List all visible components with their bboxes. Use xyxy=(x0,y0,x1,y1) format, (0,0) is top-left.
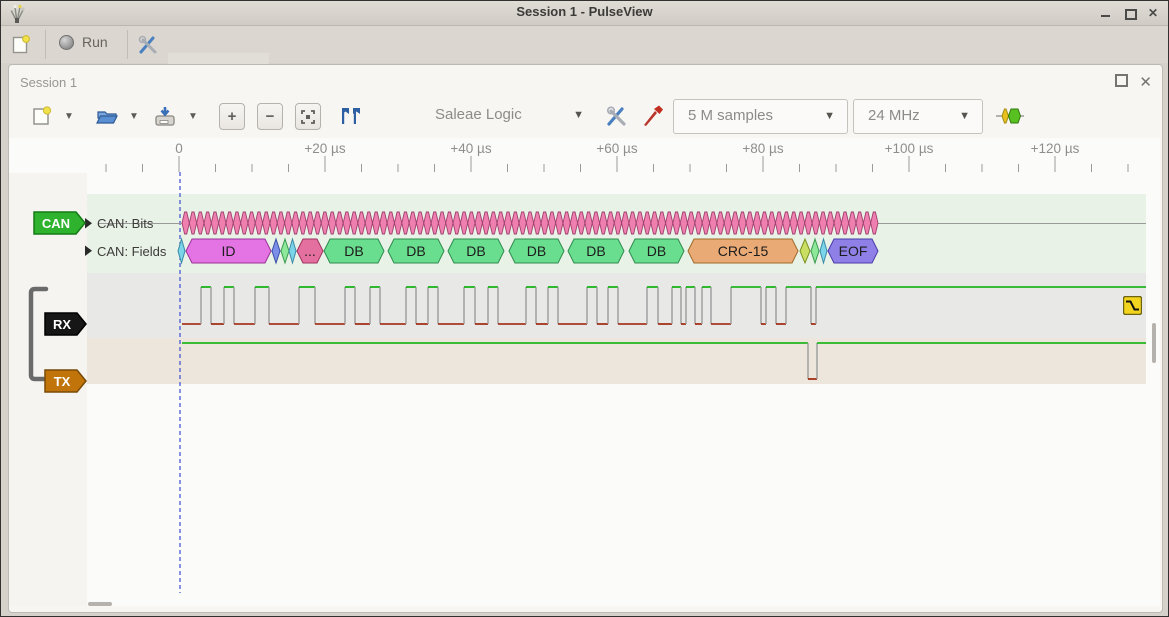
run-button[interactable]: Run xyxy=(59,34,108,50)
cursors-flags-icon xyxy=(342,108,360,124)
run-state-icon xyxy=(59,34,74,50)
open-button[interactable] xyxy=(93,99,121,133)
sample-rate-value: 24 MHz xyxy=(868,107,920,124)
decoder-row-label-bits[interactable]: CAN: Bits xyxy=(97,216,154,231)
sample-rate-select[interactable]: 24 MHz ▼ xyxy=(853,99,983,134)
panel-close-button[interactable]: ✕ xyxy=(1139,74,1152,91)
new-session-icon xyxy=(33,106,52,125)
horizontal-scrollbar-thumb[interactable] xyxy=(88,602,112,606)
save-icon xyxy=(155,106,175,126)
probe-icon xyxy=(644,105,663,126)
wrench-screwdriver-icon xyxy=(138,35,157,54)
minimize-icon xyxy=(1101,15,1110,17)
configure-device-button[interactable] xyxy=(603,99,631,133)
toolbar-separator xyxy=(45,30,46,59)
tx-row-background xyxy=(87,338,1146,384)
main-toolbar: Run Session 1 × xyxy=(1,26,1168,88)
new-session-button[interactable] xyxy=(11,34,31,60)
save-dropdown[interactable]: ▼ xyxy=(188,110,198,122)
decoder-row-background xyxy=(87,194,1146,273)
wrench-screwdriver-icon xyxy=(606,106,626,126)
open-folder-icon xyxy=(96,111,118,124)
maximize-icon xyxy=(1125,9,1137,20)
chevron-down-icon: ▼ xyxy=(573,109,584,121)
sample-count-value: 5 M samples xyxy=(688,107,774,124)
device-select[interactable]: Saleae Logic ▼ xyxy=(421,99,596,132)
open-dropdown[interactable]: ▼ xyxy=(129,110,139,122)
falling-edge-trigger-icon[interactable] xyxy=(1122,295,1143,316)
decoder-annotations-icon xyxy=(996,108,1024,124)
new-session-icon xyxy=(12,35,30,54)
window-titlebar[interactable]: Session 1 - PulseView ✕ xyxy=(1,1,1168,26)
minimize-button[interactable] xyxy=(1096,5,1116,21)
decoder-row-label-fields[interactable]: CAN: Fields xyxy=(97,244,167,259)
show-cursors-button[interactable] xyxy=(336,99,366,133)
close-button[interactable]: ✕ xyxy=(1147,6,1159,20)
panel-restore-button[interactable] xyxy=(1115,74,1128,92)
chevron-down-icon: ▼ xyxy=(824,110,835,122)
zoom-fit-button[interactable] xyxy=(295,103,321,130)
zoom-out-button[interactable]: − xyxy=(257,103,283,130)
label-gutter xyxy=(9,173,87,606)
restore-icon xyxy=(1115,74,1128,87)
new-session-button-2[interactable] xyxy=(29,99,55,133)
app-logo-icon xyxy=(9,4,25,23)
zoom-in-button[interactable]: + xyxy=(219,103,245,130)
panel-title: Session 1 xyxy=(20,75,78,90)
settings-button[interactable] xyxy=(137,34,159,61)
rx-row-background xyxy=(87,273,1146,338)
maximize-button[interactable] xyxy=(1120,5,1140,21)
save-button[interactable] xyxy=(151,99,179,133)
channels-probe-button[interactable] xyxy=(639,99,667,133)
window-title: Session 1 - PulseView xyxy=(516,4,653,19)
device-name: Saleae Logic xyxy=(435,106,522,123)
run-label: Run xyxy=(82,34,108,50)
zoom-fit-icon xyxy=(301,109,315,124)
new-session-dropdown[interactable]: ▼ xyxy=(64,110,74,122)
chevron-down-icon: ▼ xyxy=(959,110,970,122)
toolbar-separator xyxy=(127,30,128,59)
vertical-scrollbar-thumb[interactable] xyxy=(1152,323,1156,363)
add-decoder-button[interactable] xyxy=(994,99,1026,133)
sample-count-select[interactable]: 5 M samples ▼ xyxy=(673,99,848,134)
